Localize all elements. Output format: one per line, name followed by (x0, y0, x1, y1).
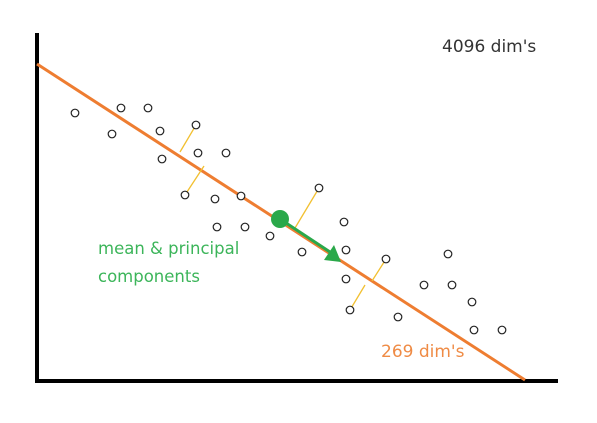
data-points (70, 103, 507, 335)
data-point (265, 231, 275, 241)
data-point (157, 154, 167, 164)
data-point (341, 245, 351, 255)
data-point (193, 148, 203, 158)
arrow-head-icon (324, 245, 341, 262)
data-point (221, 148, 231, 158)
bottom-dims-label: 269 dim's (381, 342, 465, 362)
projection-line (179, 124, 197, 153)
data-point (314, 183, 324, 193)
mean-point (271, 210, 289, 228)
data-point (210, 194, 220, 204)
data-point (419, 280, 429, 290)
data-point (339, 217, 349, 227)
data-point (107, 129, 117, 139)
data-point (240, 222, 250, 232)
data-point (155, 126, 165, 136)
data-point (180, 190, 190, 200)
data-point (345, 305, 355, 315)
data-point (443, 249, 453, 259)
data-point (191, 120, 201, 130)
data-point (497, 325, 507, 335)
data-point (116, 103, 126, 113)
data-point (467, 297, 477, 307)
data-point (447, 280, 457, 290)
data-point (236, 191, 246, 201)
data-point (70, 108, 80, 118)
projection-line (349, 284, 366, 311)
principal-direction-arrow (279, 217, 331, 254)
data-point (341, 274, 351, 284)
projection-line (184, 165, 205, 196)
mean-components-label: mean & principal components (98, 239, 240, 286)
data-point (297, 247, 307, 257)
data-point (393, 312, 403, 322)
data-point (212, 222, 222, 232)
projection-line (294, 187, 320, 229)
data-point (381, 254, 391, 264)
data-point (143, 103, 153, 113)
data-point (469, 325, 479, 335)
top-dims-label: 4096 dim's (442, 37, 537, 57)
